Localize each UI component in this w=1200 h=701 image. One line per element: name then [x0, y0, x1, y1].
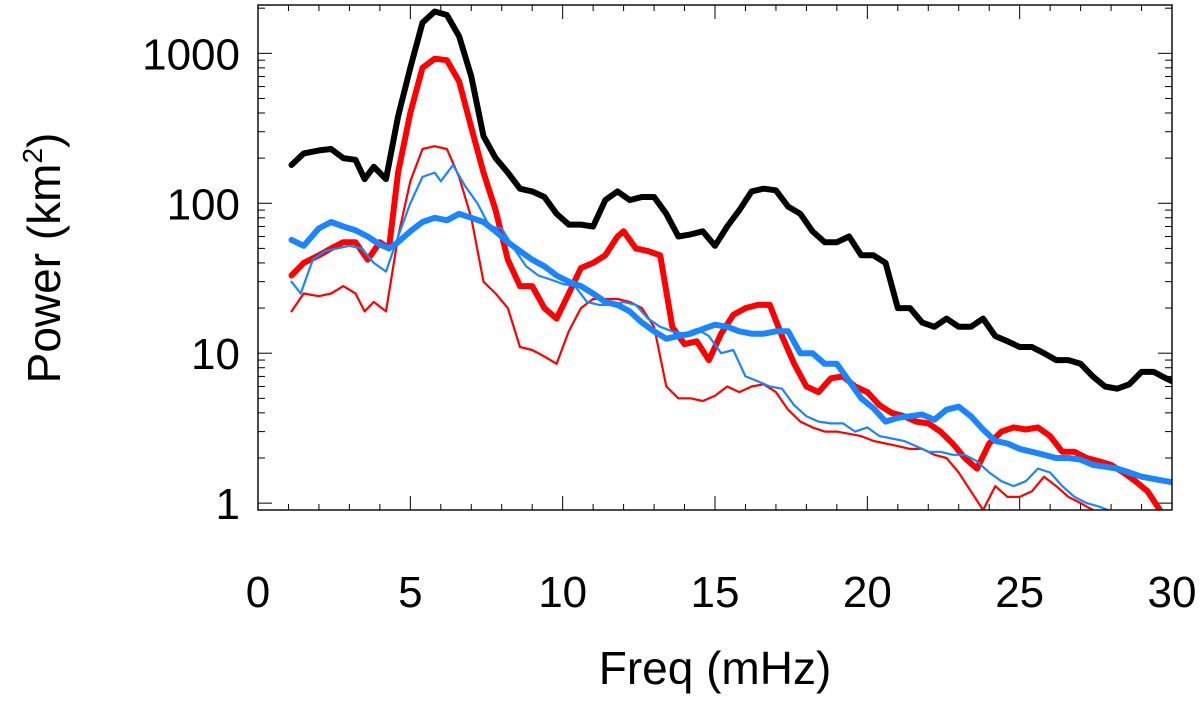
- series-line-red-thick: [288, 55, 1163, 510]
- x-tick-label: 15: [691, 568, 740, 617]
- x-tick-label: 0: [246, 568, 270, 617]
- y-axis-label-superscript: 2: [17, 148, 48, 164]
- series-line-black-thick: [288, 8, 1172, 392]
- x-tick-label: 20: [843, 568, 892, 617]
- x-axis-label: Freq (mHz): [599, 642, 832, 694]
- y-tick-label: 10: [191, 330, 240, 379]
- series-line-blue-thick: [288, 210, 1172, 486]
- y-axis-label: Power (km2): [17, 133, 70, 384]
- y-axis-label-main: Power (km: [18, 164, 70, 384]
- y-tick-label: 100: [167, 180, 240, 229]
- y-tick-label: 1000: [142, 30, 240, 79]
- y-axis-label-close: ): [18, 133, 70, 148]
- series-line-red-thin: [290, 145, 1094, 510]
- y-tick-label: 1: [216, 480, 240, 529]
- data-series: [288, 8, 1172, 510]
- x-tick-label: 30: [1148, 568, 1197, 617]
- plot-frame: [257, 4, 1173, 511]
- tick-labels: 0 5 10 15 20 25 30 1 10 100 1000: [142, 30, 1196, 617]
- series-line-blue-thin: [290, 163, 1110, 510]
- x-tick-label: 10: [538, 568, 587, 617]
- x-tick-label: 25: [995, 568, 1044, 617]
- x-tick-label: 5: [398, 568, 422, 617]
